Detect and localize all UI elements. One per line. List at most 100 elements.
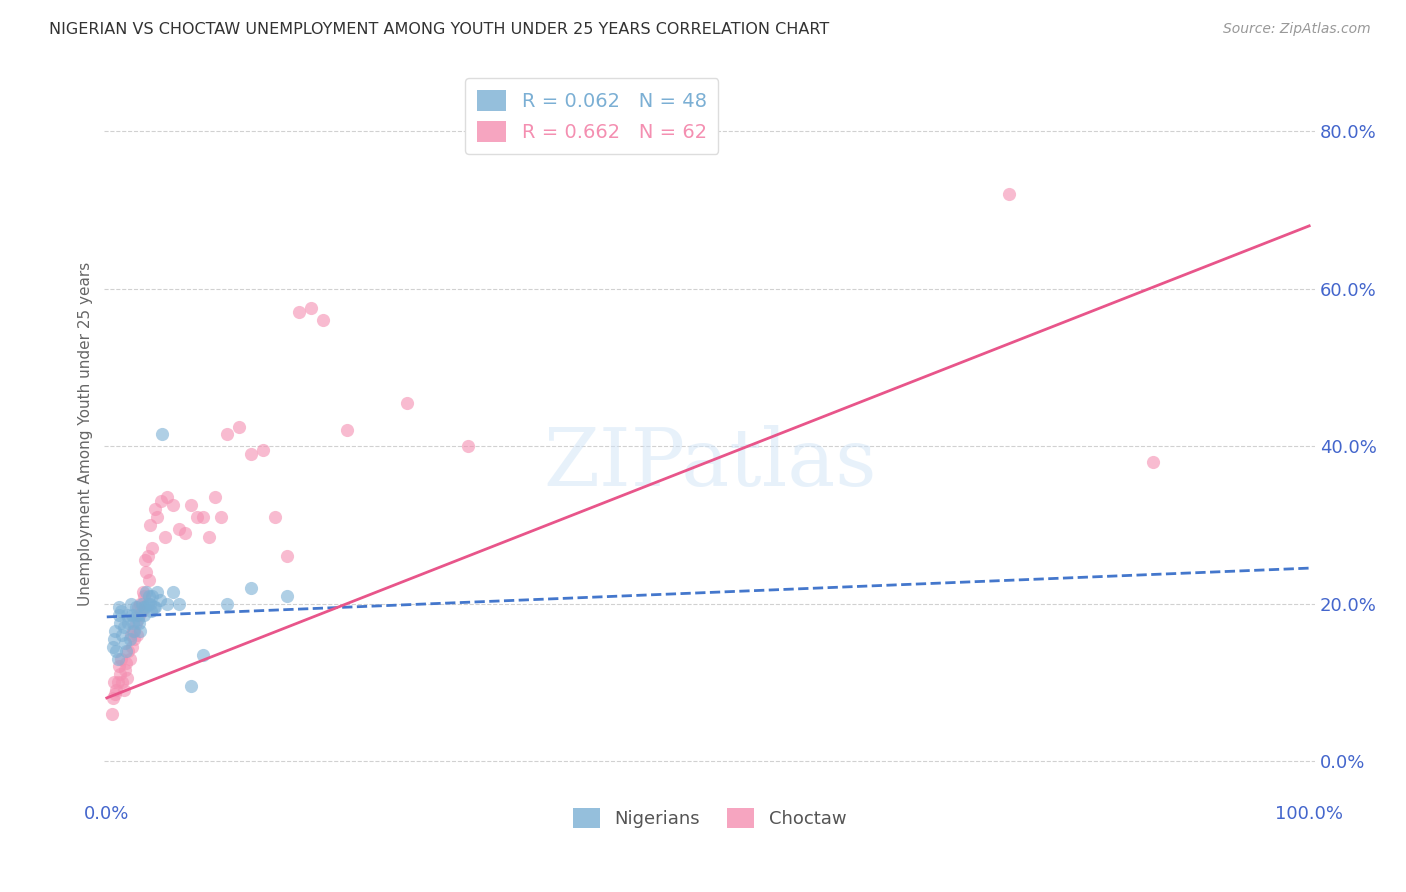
Point bbox=[139, 597, 162, 611]
Point bbox=[124, 624, 146, 638]
Point bbox=[141, 541, 163, 556]
Point bbox=[127, 612, 149, 626]
Point bbox=[118, 651, 141, 665]
Point bbox=[108, 616, 131, 631]
Y-axis label: Unemployment Among Youth under 25 years: Unemployment Among Youth under 25 years bbox=[79, 262, 93, 607]
Point bbox=[121, 640, 143, 654]
Point bbox=[107, 651, 129, 665]
Point bbox=[336, 424, 359, 438]
Point bbox=[103, 632, 125, 646]
Point bbox=[110, 651, 132, 665]
Point bbox=[135, 584, 157, 599]
Point bbox=[115, 656, 138, 670]
Point bbox=[112, 620, 135, 634]
Point bbox=[209, 510, 232, 524]
Point bbox=[146, 584, 169, 599]
Point bbox=[117, 644, 139, 658]
Point bbox=[162, 498, 184, 512]
Point bbox=[215, 597, 238, 611]
Point bbox=[191, 510, 214, 524]
Point bbox=[457, 439, 479, 453]
Point bbox=[118, 632, 141, 646]
Point bbox=[135, 565, 157, 579]
Point bbox=[162, 584, 184, 599]
Point bbox=[299, 301, 322, 316]
Point bbox=[100, 706, 122, 721]
Point bbox=[288, 305, 311, 319]
Point bbox=[112, 683, 135, 698]
Text: Source: ZipAtlas.com: Source: ZipAtlas.com bbox=[1223, 22, 1371, 37]
Point bbox=[138, 573, 160, 587]
Point bbox=[121, 608, 143, 623]
Point bbox=[141, 604, 163, 618]
Point bbox=[149, 592, 172, 607]
Point bbox=[143, 600, 166, 615]
Point bbox=[167, 597, 190, 611]
Point bbox=[997, 187, 1019, 202]
Point bbox=[124, 616, 146, 631]
Point bbox=[124, 600, 146, 615]
Point bbox=[125, 628, 148, 642]
Point bbox=[129, 597, 152, 611]
Point bbox=[228, 419, 250, 434]
Point bbox=[180, 679, 202, 693]
Point bbox=[120, 628, 142, 642]
Point bbox=[141, 589, 163, 603]
Point bbox=[128, 616, 150, 631]
Point bbox=[108, 659, 131, 673]
Point bbox=[114, 664, 136, 678]
Point bbox=[108, 608, 131, 623]
Point bbox=[134, 553, 156, 567]
Point bbox=[115, 608, 138, 623]
Point bbox=[105, 683, 128, 698]
Point bbox=[134, 600, 156, 615]
Text: ZIPatlas: ZIPatlas bbox=[543, 425, 876, 502]
Point bbox=[156, 597, 179, 611]
Point bbox=[204, 491, 226, 505]
Point bbox=[132, 600, 155, 615]
Point bbox=[114, 636, 136, 650]
Point bbox=[240, 447, 263, 461]
Point bbox=[1142, 455, 1164, 469]
Point bbox=[128, 608, 150, 623]
Point bbox=[276, 549, 298, 564]
Point bbox=[122, 616, 145, 631]
Point bbox=[101, 690, 124, 705]
Point bbox=[125, 608, 148, 623]
Point bbox=[396, 396, 419, 410]
Point bbox=[131, 597, 153, 611]
Point bbox=[264, 510, 287, 524]
Point bbox=[115, 644, 138, 658]
Point bbox=[101, 640, 124, 654]
Point bbox=[142, 600, 165, 615]
Point bbox=[108, 667, 131, 681]
Point bbox=[111, 675, 134, 690]
Point bbox=[180, 498, 202, 512]
Point bbox=[143, 502, 166, 516]
Legend: Nigerians, Choctaw: Nigerians, Choctaw bbox=[565, 801, 853, 835]
Point bbox=[117, 616, 139, 631]
Point bbox=[103, 675, 125, 690]
Point bbox=[127, 600, 149, 615]
Point bbox=[276, 589, 298, 603]
Point bbox=[252, 443, 274, 458]
Point bbox=[129, 624, 152, 638]
Point bbox=[150, 427, 173, 442]
Point bbox=[167, 522, 190, 536]
Point bbox=[186, 510, 208, 524]
Point bbox=[110, 604, 132, 618]
Point bbox=[153, 530, 176, 544]
Point bbox=[115, 671, 138, 685]
Point bbox=[156, 491, 179, 505]
Point bbox=[120, 597, 142, 611]
Point bbox=[132, 589, 155, 603]
Point bbox=[132, 608, 155, 623]
Point bbox=[124, 632, 146, 646]
Point bbox=[111, 628, 134, 642]
Point bbox=[136, 597, 159, 611]
Point bbox=[132, 584, 155, 599]
Point bbox=[104, 624, 127, 638]
Point bbox=[191, 648, 214, 662]
Point bbox=[149, 494, 172, 508]
Point bbox=[139, 517, 162, 532]
